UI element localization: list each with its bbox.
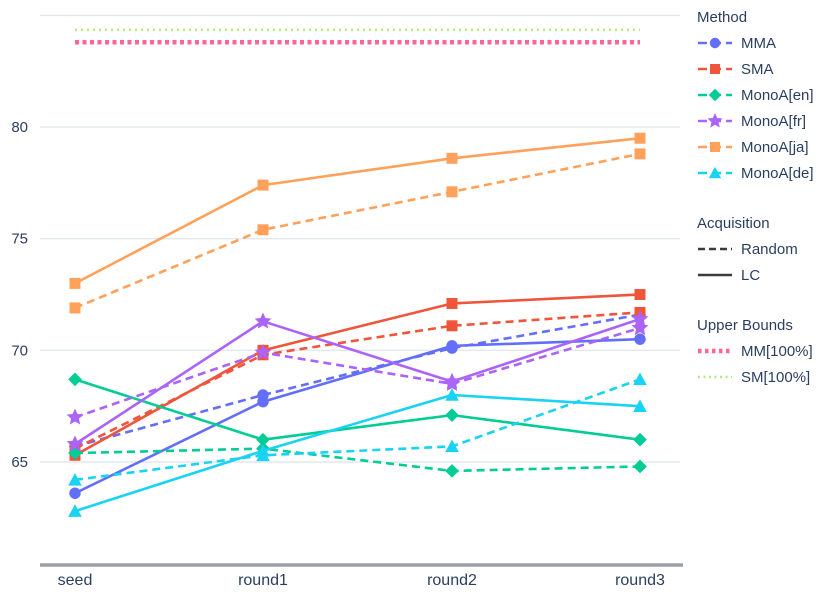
pink-dotted-line-icon [697, 343, 733, 359]
series-MonoA[en]-LC [68, 372, 647, 447]
svg-text:80: 80 [11, 119, 28, 136]
mma-line-circle-icon [697, 35, 733, 51]
legend-item-mma: MMA [697, 30, 829, 56]
svg-text:seed: seed [58, 572, 93, 589]
x-tick-labels: seed round1 round2 round3 [58, 572, 665, 589]
gridlines [40, 14, 680, 463]
sma-line-square-icon [697, 61, 733, 77]
monoa-ja-line-square-icon [697, 139, 733, 155]
legend-label-random: Random [741, 240, 798, 258]
series-MMA-Random [69, 308, 646, 453]
legend-item-monoa-en: MonoA[en] [697, 82, 829, 108]
legend-label-monoa-ja: MonoA[ja] [741, 138, 809, 156]
legend-label-sma: SMA [741, 60, 774, 78]
legend-label-mma: MMA [741, 34, 776, 52]
series-MMA-LC [69, 333, 646, 499]
legend-label-monoa-en: MonoA[en] [741, 86, 814, 104]
upper-bound-lines [75, 28, 640, 45]
svg-text:round3: round3 [615, 572, 665, 589]
svg-text:round1: round1 [238, 572, 288, 589]
plot-area: 65 70 75 80 seed round1 round2 round3 [11, 14, 683, 589]
svg-text:round2: round2 [427, 572, 477, 589]
series-MonoA[ja]-LC [69, 132, 646, 289]
monoa-en-line-diamond-icon [697, 87, 733, 103]
legend-item-monoa-ja: MonoA[ja] [697, 134, 829, 160]
legend-label-monoa-de: MonoA[de] [741, 164, 814, 182]
legend-upper-bounds-title: Upper Bounds [697, 316, 793, 334]
legend-method-title: Method [697, 8, 748, 26]
monoa-de-line-triangle-icon [697, 165, 733, 181]
solid-line-icon [697, 267, 733, 283]
series-MonoA[fr]-LC [66, 310, 649, 452]
legend-label-mm100: MM[100%] [741, 342, 813, 360]
legend-item-sma: SMA [697, 56, 829, 82]
legend-item-monoa-de: MonoA[de] [697, 160, 829, 186]
legend-label-lc: LC [741, 266, 761, 284]
series-MonoA[en]-Random [68, 441, 647, 478]
line-chart: 65 70 75 80 seed round1 round2 round3 [11, 14, 683, 589]
legend-item-mm100: MM[100%] [697, 338, 829, 364]
series-MonoA[de]-LC [68, 388, 647, 517]
legend-label-monoa-fr: MonoA[fr] [741, 112, 807, 130]
legend: Method MMA SMA MonoA[en] MonoA[fr] MonoA… [697, 4, 829, 390]
monoa-fr-line-star-icon [697, 113, 733, 129]
svg-text:65: 65 [11, 454, 28, 471]
legend-item-monoa-fr: MonoA[fr] [697, 108, 829, 134]
svg-text:70: 70 [11, 342, 28, 359]
green-dotted-line-icon [697, 369, 733, 385]
legend-acquisition-title: Acquisition [697, 214, 770, 232]
dashed-line-icon [697, 241, 733, 257]
series-MonoA[ja]-Random [69, 148, 646, 314]
legend-item-lc: LC [697, 262, 829, 288]
legend-item-random: Random [697, 236, 829, 262]
svg-text:75: 75 [11, 231, 28, 248]
y-tick-labels: 65 70 75 80 [11, 119, 28, 471]
legend-label-sm100: SM[100%] [741, 368, 811, 386]
legend-item-sm100: SM[100%] [697, 364, 829, 390]
